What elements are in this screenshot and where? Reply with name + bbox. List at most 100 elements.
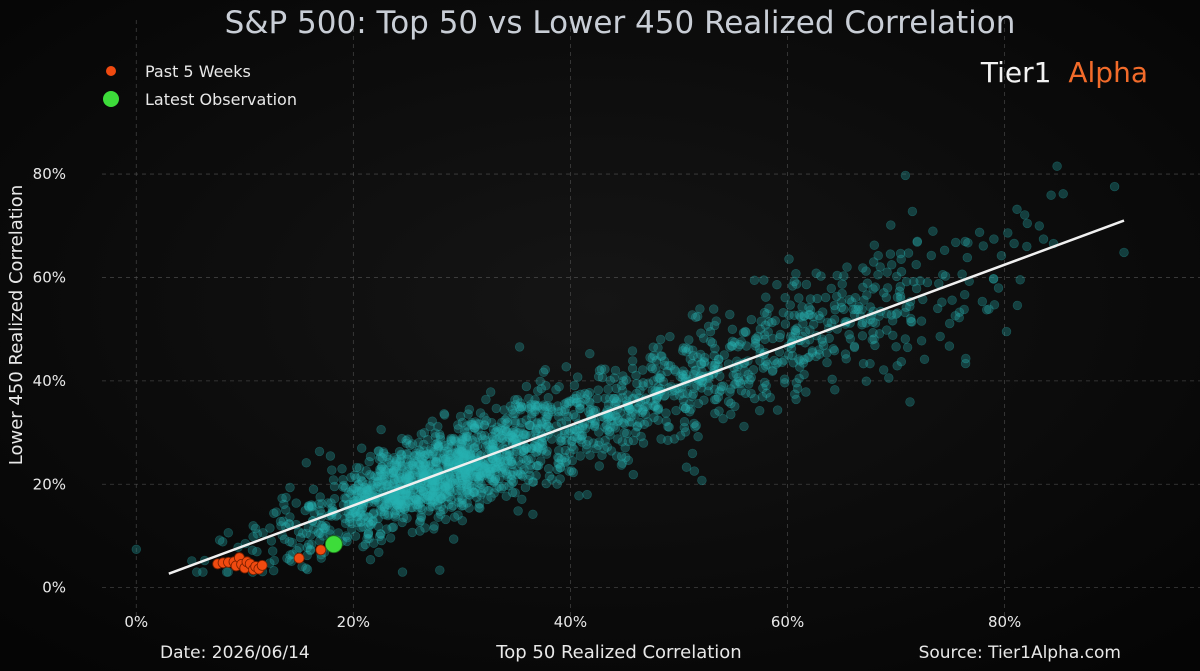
observation-point [564,396,574,406]
observation-point [457,515,467,526]
observation-point [678,388,688,399]
y-tick-label: 20% [33,475,66,493]
observation-point [637,407,647,418]
observation-point [438,455,449,465]
observation-point [496,424,506,434]
observation-point [388,467,398,477]
observation-point [499,456,509,466]
observation-point [545,402,556,412]
observation-point [517,446,527,457]
observation-point [977,296,987,307]
observation-point [383,481,393,491]
observation-point [859,295,869,305]
observation-point [490,462,500,472]
observation-point [530,406,540,417]
observation-point [358,512,368,523]
observation-point [315,528,326,538]
observation-point [507,459,518,469]
observation-point [419,446,429,456]
observation-point [801,387,811,397]
observation-point [435,429,445,440]
observation-point [665,331,675,342]
observation-point [600,393,610,404]
observation-point [420,464,431,474]
observation-point [525,470,535,481]
observation-point [692,352,703,362]
observation-point [631,388,642,399]
observation-point [960,358,971,369]
observation-point [506,456,517,467]
observation-point [616,451,627,462]
observation-point [458,453,469,463]
observation-point [568,467,578,478]
observation-point [433,486,443,497]
observation-point [418,486,429,497]
observation-point [472,432,483,442]
observation-point [436,509,446,519]
observation-point [415,450,426,460]
observation-point [387,493,397,503]
observation-point [420,460,431,470]
observation-point [805,294,816,304]
observation-point [678,401,689,412]
observation-point [542,446,552,456]
observation-point [308,484,319,494]
observation-point [753,331,763,342]
observation-point [886,220,896,230]
observation-point [396,473,406,483]
observation-point [574,491,584,501]
observation-point [822,317,833,328]
observation-point [449,435,460,445]
observation-point [285,482,295,493]
observation-point [799,369,809,380]
observation-point [407,459,418,469]
observation-point [490,474,501,484]
observation-point [458,454,468,464]
observation-point [623,390,633,400]
observation-point [656,351,666,361]
observation-point [397,489,408,499]
observation-point [829,300,840,311]
observation-point [303,501,314,511]
observation-point [131,544,142,554]
observation-point [309,508,319,518]
observation-point [414,468,424,478]
observation-point [683,344,694,354]
observation-point [409,485,419,495]
observation-point [862,278,873,288]
observation-point [427,480,437,490]
observation-point [709,395,720,405]
observation-point [472,461,482,472]
observation-point [575,430,585,441]
observation-point [397,462,407,472]
observation-point [588,438,599,448]
observation-point [830,305,840,315]
observation-point [390,494,400,504]
observation-point [415,498,426,508]
observation-point [345,511,355,522]
observation-point [785,300,795,310]
observation-point [453,448,463,458]
observation-point [479,459,489,469]
observation-point [1022,241,1032,252]
observation-point [400,488,411,498]
observation-point [490,427,500,437]
observation-point [406,463,416,473]
observation-point [458,435,468,445]
observation-point [1012,204,1022,215]
observation-point [652,405,663,415]
observation-point [508,432,518,443]
observation-point [567,436,577,447]
observation-point [787,281,798,291]
observation-point [637,365,648,375]
observation-point [340,513,350,524]
observation-point [500,465,511,476]
observation-point [281,492,291,503]
observation-point [441,514,451,525]
observation-point [538,440,548,450]
observation-point [373,521,383,531]
observation-point [530,395,540,405]
observation-point [517,494,527,504]
observation-point [705,327,716,337]
observation-point [287,537,297,548]
